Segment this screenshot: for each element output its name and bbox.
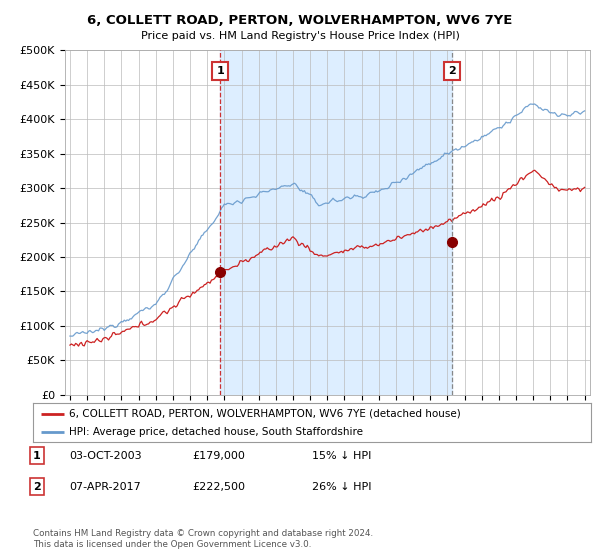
- Text: 26% ↓ HPI: 26% ↓ HPI: [312, 482, 371, 492]
- Text: 1: 1: [216, 66, 224, 76]
- Text: 6, COLLETT ROAD, PERTON, WOLVERHAMPTON, WV6 7YE: 6, COLLETT ROAD, PERTON, WOLVERHAMPTON, …: [88, 14, 512, 27]
- Text: £222,500: £222,500: [192, 482, 245, 492]
- Text: 03-OCT-2003: 03-OCT-2003: [69, 451, 142, 461]
- Text: HPI: Average price, detached house, South Staffordshire: HPI: Average price, detached house, Sout…: [69, 427, 363, 437]
- Text: 6, COLLETT ROAD, PERTON, WOLVERHAMPTON, WV6 7YE (detached house): 6, COLLETT ROAD, PERTON, WOLVERHAMPTON, …: [69, 409, 461, 419]
- Text: 15% ↓ HPI: 15% ↓ HPI: [312, 451, 371, 461]
- Bar: [220, 50, 452, 395]
- Text: Price paid vs. HM Land Registry's House Price Index (HPI): Price paid vs. HM Land Registry's House …: [140, 31, 460, 41]
- Text: 2: 2: [448, 66, 456, 76]
- Text: Contains HM Land Registry data © Crown copyright and database right 2024.
This d: Contains HM Land Registry data © Crown c…: [33, 529, 373, 549]
- Text: £179,000: £179,000: [192, 451, 245, 461]
- Text: 07-APR-2017: 07-APR-2017: [69, 482, 141, 492]
- Text: 2: 2: [33, 482, 41, 492]
- Text: 1: 1: [33, 451, 41, 461]
